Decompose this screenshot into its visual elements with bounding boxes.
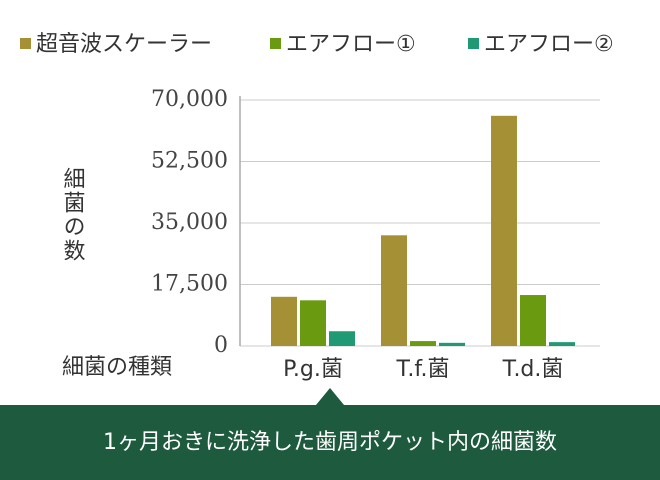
- caption-band: [0, 405, 660, 480]
- legend-swatch: [20, 38, 31, 49]
- x-tick-label: T.f.菌: [396, 357, 450, 382]
- bar: [300, 300, 326, 346]
- caption: 1ヶ月おきに洗浄した歯周ポケット内の細菌数: [103, 430, 557, 455]
- y-tick-label: 35,000: [151, 210, 228, 235]
- x-tick-label: P.g.菌: [283, 357, 343, 382]
- caption-pointer: [316, 388, 344, 405]
- legend-label: エアフロー①: [286, 32, 416, 57]
- bar: [271, 296, 297, 346]
- bar: [520, 295, 546, 346]
- x-tick-label: T.d.菌: [502, 357, 564, 382]
- bar: [410, 341, 436, 346]
- x-axis-label: 細菌の種類: [62, 355, 172, 380]
- bar: [329, 331, 355, 346]
- y-tick-label: 70,000: [151, 87, 228, 112]
- legend-label: 超音波スケーラー: [36, 32, 212, 57]
- legend-label: エアフロー②: [484, 32, 614, 57]
- y-tick-label: 17,500: [151, 272, 228, 297]
- y-axis-label: 細菌の数: [60, 167, 86, 263]
- bar: [491, 115, 517, 346]
- y-tick-label: 0: [214, 333, 228, 358]
- bar: [439, 342, 465, 346]
- bar: [549, 342, 575, 346]
- y-tick-label: 52,500: [151, 149, 228, 174]
- legend-swatch: [468, 38, 479, 49]
- bar: [381, 235, 407, 346]
- legend-swatch: [270, 38, 281, 49]
